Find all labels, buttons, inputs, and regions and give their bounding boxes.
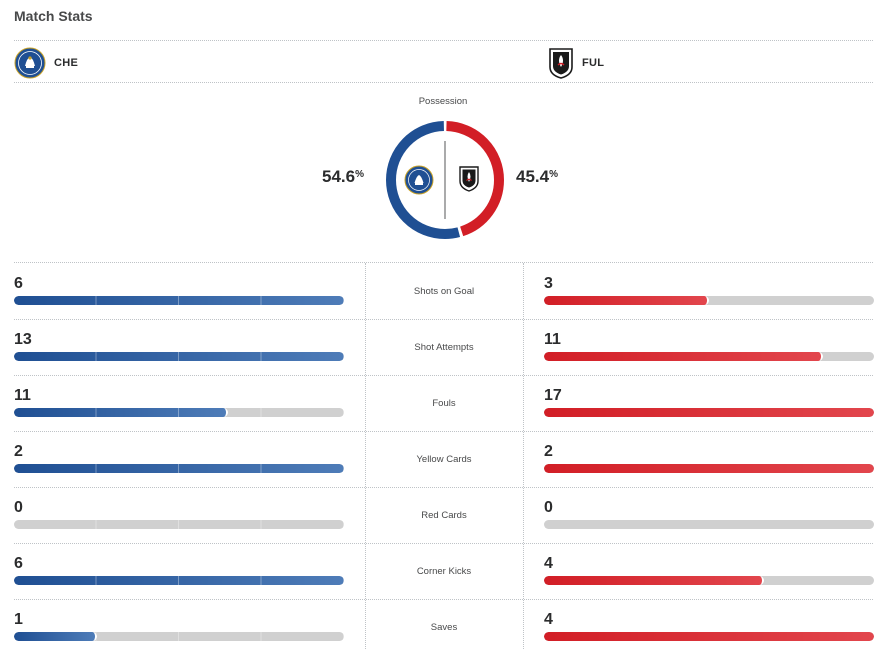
away-stat-bar-fill — [544, 296, 709, 305]
away-stat-value: 2 — [544, 443, 553, 460]
home-stat-value: 0 — [14, 499, 23, 516]
away-stat-bar — [544, 632, 874, 641]
divider — [14, 599, 873, 600]
home-stat-bar — [14, 352, 344, 361]
away-stat-value: 4 — [544, 611, 553, 628]
home-stat-bar — [14, 576, 344, 585]
home-stat-bar — [14, 408, 344, 417]
away-stat-bar-fill — [544, 576, 765, 585]
stat-label: Shot Attempts — [414, 342, 474, 353]
away-stat-value: 4 — [544, 555, 553, 572]
away-stat-bar-fill — [544, 352, 824, 361]
home-stat-bar — [14, 632, 344, 641]
stat-row: 6 Corner Kicks 4 — [14, 543, 874, 599]
stat-label: Fouls — [432, 398, 456, 409]
away-stat-bar — [544, 520, 874, 529]
home-stat-bar-fill — [14, 632, 97, 641]
home-stat-bar — [14, 464, 344, 473]
away-stat-value: 3 — [544, 275, 553, 292]
divider — [14, 319, 873, 320]
stat-row: 13 Shot Attempts 11 — [14, 319, 874, 375]
stat-row: 6 Shots on Goal 3 — [14, 263, 874, 319]
away-stat-bar-fill — [544, 408, 874, 417]
divider — [14, 40, 873, 41]
divider — [14, 82, 873, 83]
column-divider — [365, 263, 366, 649]
chelsea-crest-icon — [14, 47, 46, 79]
home-stat-bar-fill — [14, 408, 228, 417]
away-team-abbr: FUL — [582, 57, 605, 69]
possession-label: Possession — [418, 96, 468, 107]
divider — [14, 543, 873, 544]
stat-label: Saves — [430, 622, 458, 633]
stat-row: 0 Red Cards 0 — [14, 487, 874, 543]
column-divider — [523, 263, 524, 649]
away-stat-bar — [544, 296, 874, 305]
away-possession-arc — [386, 121, 504, 239]
away-stat-value: 17 — [544, 387, 562, 404]
divider — [14, 431, 873, 432]
stat-label: Shots on Goal — [413, 286, 475, 297]
chelsea-crest-icon — [404, 165, 434, 195]
away-stat-bar — [544, 464, 874, 473]
away-stat-bar — [544, 408, 874, 417]
home-stat-bar-fill — [14, 296, 344, 305]
home-stat-bar — [14, 520, 344, 529]
home-possession-value: 54.6% — [322, 167, 364, 186]
home-stat-bar-fill — [14, 352, 344, 361]
stat-label: Yellow Cards — [416, 454, 472, 465]
home-stat-value: 11 — [14, 387, 31, 404]
away-possession-value: 45.4% — [516, 167, 558, 186]
divider — [14, 375, 873, 376]
section-title: Match Stats — [14, 8, 93, 24]
home-stat-value: 13 — [14, 331, 32, 348]
stat-label: Red Cards — [421, 510, 467, 521]
home-team: CHE — [14, 47, 78, 79]
stat-label: Corner Kicks — [416, 566, 472, 577]
stat-row: 11 Fouls 17 — [14, 375, 874, 431]
home-stat-bar-fill — [14, 464, 344, 473]
divider — [14, 262, 873, 263]
home-stat-value: 6 — [14, 275, 23, 292]
stat-row: 2 Yellow Cards 2 — [14, 431, 874, 487]
fulham-crest-icon — [549, 48, 573, 79]
home-stat-value: 6 — [14, 555, 23, 572]
away-stat-bar-fill — [544, 632, 874, 641]
home-stat-value: 2 — [14, 443, 23, 460]
home-stat-bar-fill — [14, 576, 344, 585]
home-team-abbr: CHE — [54, 57, 79, 69]
away-stat-bar — [544, 352, 874, 361]
stat-row: 1 Saves 4 — [14, 599, 874, 649]
away-stat-bar-fill — [544, 464, 874, 473]
home-possession-arc — [386, 121, 504, 239]
divider — [14, 487, 873, 488]
home-stat-bar — [14, 296, 344, 305]
away-team: FUL — [548, 47, 604, 79]
home-stat-value: 1 — [14, 611, 23, 628]
fulham-crest-icon — [459, 166, 479, 192]
away-stat-value: 0 — [544, 499, 553, 516]
possession-donut — [386, 121, 504, 239]
away-stat-bar — [544, 576, 874, 585]
away-stat-value: 11 — [544, 331, 561, 348]
